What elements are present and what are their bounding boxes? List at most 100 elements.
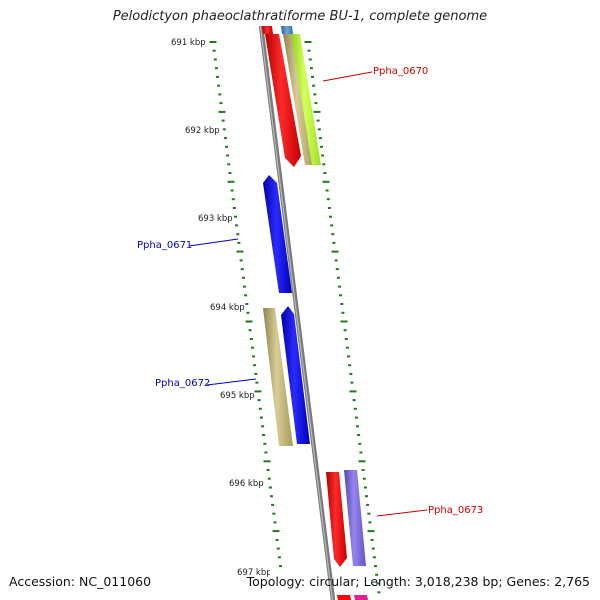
left-scale-tick bbox=[273, 521, 277, 524]
left-scale-tick bbox=[261, 425, 264, 428]
scale-ticks bbox=[209, 41, 381, 594]
gene-ppha-0672-khaki[interactable] bbox=[263, 308, 293, 446]
gene-top-steel[interactable] bbox=[281, 26, 293, 34]
accession-text: Accession: NC_011060 bbox=[9, 574, 152, 589]
left-scale-tick bbox=[209, 41, 217, 43]
gene-bottom-magenta[interactable] bbox=[354, 595, 368, 600]
right-scale-tick bbox=[307, 49, 311, 52]
right-scale-tick bbox=[345, 346, 349, 349]
gene-blue-lower[interactable] bbox=[281, 306, 310, 444]
right-scale-tick bbox=[377, 591, 381, 594]
gene-lime[interactable] bbox=[291, 34, 321, 165]
left-scale-tick bbox=[249, 338, 253, 340]
scale-label-692: 692 kbp bbox=[185, 126, 220, 136]
right-scale-tick bbox=[340, 303, 344, 305]
gene-lavender[interactable] bbox=[344, 470, 366, 566]
left-scale-tick bbox=[213, 58, 217, 61]
scale-label-697: 697 kbp bbox=[237, 568, 270, 578]
left-scale-tick bbox=[272, 530, 280, 533]
scale-label-691: 691 kbp bbox=[171, 38, 206, 48]
right-scale-tick bbox=[356, 425, 359, 428]
gene-ppha-0671-blue[interactable] bbox=[263, 175, 292, 293]
right-scale-tick bbox=[348, 364, 352, 367]
scale-label-693: 693 kbp bbox=[198, 214, 233, 224]
left-scale-tick bbox=[230, 189, 234, 192]
left-scale-tick bbox=[259, 416, 263, 419]
genome-summary-text: Topology: circular; Length: 3,018,238 bp… bbox=[246, 574, 590, 589]
left-scale-tick bbox=[245, 320, 253, 323]
right-scale-tick bbox=[362, 477, 366, 480]
gene-bottom-red[interactable] bbox=[337, 595, 351, 600]
left-scale-tick bbox=[214, 67, 218, 70]
left-scale-tick bbox=[222, 128, 226, 131]
left-scale-tick bbox=[246, 311, 250, 314]
right-scale-tick bbox=[341, 311, 345, 314]
left-scale-tick bbox=[235, 224, 239, 227]
right-scale-tick bbox=[312, 84, 316, 87]
left-scale-tick bbox=[245, 303, 249, 305]
left-scale-tick bbox=[221, 119, 225, 122]
left-scale-tick bbox=[270, 495, 273, 498]
left-scale-tick bbox=[223, 137, 227, 140]
gene-label-ppha-0671[interactable]: Ppha_0671 bbox=[137, 240, 193, 251]
right-scale-tick bbox=[339, 294, 343, 297]
left-scale-tick bbox=[275, 538, 279, 541]
left-scale-tick bbox=[258, 407, 262, 410]
left-scale-tick bbox=[243, 285, 246, 288]
gene-top-red[interactable] bbox=[262, 26, 273, 34]
leader-ppha-0672 bbox=[206, 378, 257, 386]
left-scale-tick bbox=[241, 276, 245, 279]
right-scale-tick bbox=[327, 207, 331, 209]
gene-khaki-upper[interactable] bbox=[283, 34, 314, 165]
right-scale-tick bbox=[372, 556, 376, 559]
right-scale-tick bbox=[349, 390, 357, 393]
left-scale-tick bbox=[257, 399, 261, 402]
left-scale-tick bbox=[244, 294, 248, 297]
left-scale-tick bbox=[272, 512, 276, 515]
right-scale-tick bbox=[375, 573, 379, 576]
left-scale-tick bbox=[263, 442, 267, 445]
genome-backbone bbox=[258, 25, 336, 600]
genome-title: Pelodictyon phaeoclathratiforme BU-1, co… bbox=[112, 9, 488, 24]
right-scale-tick bbox=[358, 460, 366, 463]
left-scale-tick bbox=[240, 268, 244, 271]
right-scale-tick bbox=[329, 215, 332, 218]
left-scale-tick bbox=[268, 486, 272, 489]
left-scale-tick bbox=[219, 102, 223, 105]
scale-label-695: 695 kbp bbox=[220, 391, 255, 401]
left-scale-tick bbox=[262, 434, 266, 436]
left-scale-tick bbox=[271, 503, 275, 506]
right-scale-tick bbox=[317, 128, 321, 131]
right-scale-tick bbox=[311, 75, 314, 78]
right-scale-tick bbox=[344, 338, 348, 340]
left-scale-tick bbox=[266, 469, 270, 471]
leader-ppha-0671 bbox=[188, 238, 239, 247]
right-scale-tick bbox=[335, 268, 339, 271]
gene-ppha-0673-red[interactable] bbox=[326, 472, 347, 567]
right-scale-tick bbox=[363, 486, 367, 489]
gene-label-ppha-0672[interactable]: Ppha_0672 bbox=[155, 378, 211, 389]
right-scale-tick bbox=[358, 442, 362, 445]
left-scale-tick bbox=[264, 451, 268, 454]
left-scale-tick bbox=[277, 556, 281, 559]
left-scale-tick bbox=[227, 163, 231, 166]
right-scale-tick bbox=[370, 538, 374, 541]
left-scale-tick bbox=[239, 259, 243, 262]
left-scale-tick bbox=[254, 372, 258, 375]
right-scale-tick bbox=[361, 469, 365, 471]
right-scale-tick bbox=[330, 224, 334, 227]
gene-label-ppha-0673[interactable]: Ppha_0673 bbox=[428, 505, 484, 516]
right-scale-tick bbox=[343, 329, 347, 332]
right-scale-tick bbox=[367, 512, 371, 515]
left-scale-tick bbox=[217, 84, 221, 87]
gene-ppha-0670-red[interactable] bbox=[265, 34, 301, 167]
right-scale-tick bbox=[352, 399, 356, 402]
gene-label-ppha-0670[interactable]: Ppha_0670 bbox=[373, 66, 429, 77]
right-scale-tick bbox=[334, 259, 338, 262]
left-scale-tick bbox=[252, 355, 255, 358]
right-scale-tick bbox=[313, 110, 321, 113]
right-scale-tick bbox=[359, 451, 363, 454]
left-scale-tick bbox=[237, 241, 241, 244]
right-scale-tick bbox=[357, 434, 361, 436]
right-scale-tick bbox=[368, 521, 372, 524]
